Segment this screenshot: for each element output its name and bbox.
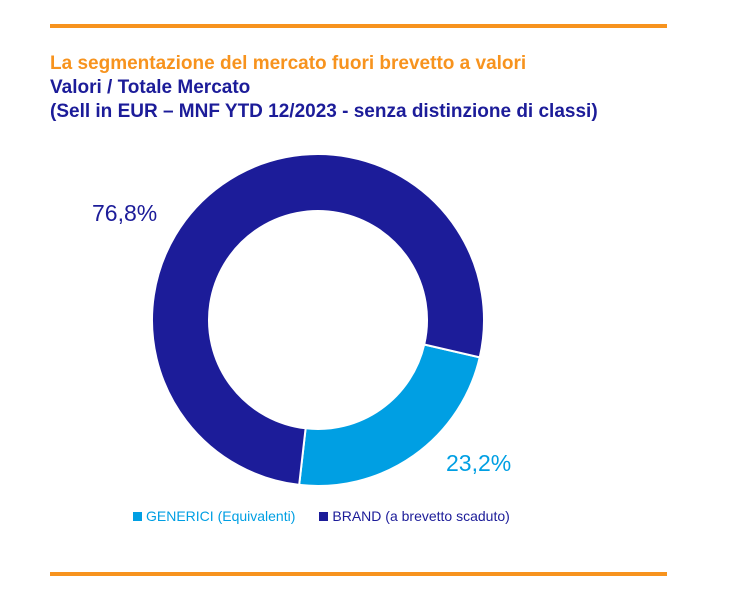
chart-subtitle: Valori / Totale Mercato bbox=[50, 77, 251, 98]
data-label-generici: 23,2% bbox=[446, 450, 511, 476]
chart-subtitle-detail: (Sell in EUR – MNF YTD 12/2023 - senza d… bbox=[50, 101, 598, 122]
legend-item-brand: BRAND (a brevetto scaduto) bbox=[319, 508, 510, 524]
chart-header: La segmentazione del mercato fuori breve… bbox=[50, 52, 598, 124]
data-label-brand: 76,8% bbox=[92, 200, 157, 226]
chart-title: La segmentazione del mercato fuori breve… bbox=[50, 53, 527, 74]
legend-item-generici: GENERICI (Equivalenti) bbox=[133, 508, 295, 524]
chart-legend: GENERICI (Equivalenti) BRAND (a brevetto… bbox=[133, 508, 510, 524]
legend-swatch-generici bbox=[133, 511, 142, 521]
legend-label-generici: GENERICI (Equivalenti) bbox=[146, 508, 296, 524]
top-divider bbox=[50, 24, 667, 28]
slice-brand bbox=[151, 153, 485, 487]
legend-swatch-brand bbox=[319, 511, 329, 521]
bottom-divider bbox=[50, 572, 667, 576]
legend-label-brand: BRAND (a brevetto scaduto) bbox=[332, 508, 510, 524]
